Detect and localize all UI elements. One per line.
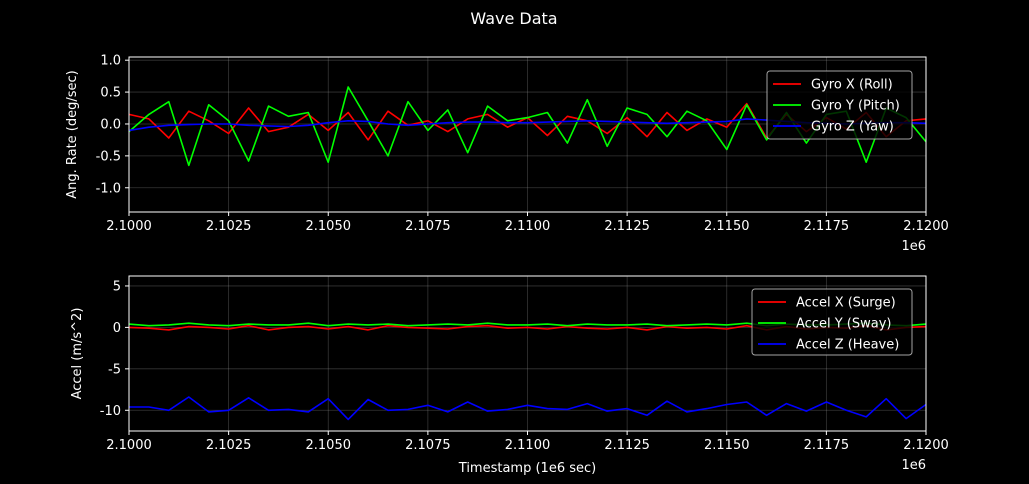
gyro-y-ticks: -1.0 -0.5 0.0 0.5 1.0 bbox=[96, 54, 129, 196]
x-tick-label: 2.1200 bbox=[903, 219, 949, 234]
x-tick-label: 2.1000 bbox=[106, 438, 152, 453]
legend-frame bbox=[766, 70, 913, 140]
series-line-2 bbox=[129, 396, 927, 421]
y-tick-label: -1.0 bbox=[96, 181, 121, 196]
x-tick-label: 2.1075 bbox=[405, 219, 451, 234]
x-tick-label: 2.1000 bbox=[106, 219, 152, 234]
x-tick-label: 2.1075 bbox=[405, 438, 451, 453]
x-tick-label: 2.1150 bbox=[704, 438, 750, 453]
accel-y-ticks: -10 -5 0 5 bbox=[100, 279, 129, 419]
x-tick-label: 2.1025 bbox=[206, 219, 252, 234]
accel-x-ticks: 2.1000 2.1025 2.1050 2.1075 2.1100 2.1125 2.11… bbox=[106, 431, 949, 453]
y-tick-label: -5 bbox=[108, 362, 121, 377]
accel-plot: 2.1000 2.1025 2.1050 2.1075 2.1100 2.1125 2.11… bbox=[70, 275, 949, 476]
legend-label: Gyro Y (Pitch) bbox=[811, 99, 900, 114]
x-tick-label: 2.1125 bbox=[604, 438, 650, 453]
legend-label: Accel Y (Sway) bbox=[796, 317, 891, 332]
gyro-x-ticks: 2.1000 2.1025 2.1050 2.1075 2.1100 2.1125 2.11… bbox=[106, 212, 949, 234]
gyro-y-axis-label: Ang. Rate (deg/sec) bbox=[65, 70, 80, 199]
y-tick-label: -0.5 bbox=[96, 149, 121, 164]
x-tick-label: 2.1175 bbox=[804, 219, 850, 234]
y-tick-label: 0.0 bbox=[100, 117, 121, 132]
gyro-x-offset-label: 1e6 bbox=[901, 239, 926, 254]
x-tick-label: 2.1050 bbox=[306, 219, 352, 234]
legend-label: Accel X (Surge) bbox=[796, 296, 896, 311]
gyro-legend: Gyro X (Roll) Gyro Y (Pitch) Gyro Z (Yaw) bbox=[766, 70, 913, 140]
legend-label: Gyro Z (Yaw) bbox=[811, 120, 894, 135]
gyro-plot: 2.1000 2.1025 2.1050 2.1075 2.1100 2.1125 2.11… bbox=[65, 54, 949, 254]
y-tick-label: 1.0 bbox=[100, 54, 121, 69]
y-tick-label: 0 bbox=[113, 321, 121, 336]
y-tick-label: -10 bbox=[100, 404, 121, 419]
legend-label: Gyro X (Roll) bbox=[811, 78, 893, 93]
accel-legend: Accel X (Surge) Accel Y (Sway) Accel Z (He… bbox=[751, 288, 913, 356]
accel-y-axis-label: Accel (m/s^2) bbox=[70, 308, 85, 400]
x-tick-label: 2.1100 bbox=[505, 219, 551, 234]
x-tick-label: 2.1150 bbox=[704, 219, 750, 234]
x-tick-label: 2.1050 bbox=[306, 438, 352, 453]
figure-title: Wave Data bbox=[470, 9, 557, 28]
x-tick-label: 2.1175 bbox=[804, 438, 850, 453]
accel-x-axis-label: Timestamp (1e6 sec) bbox=[458, 461, 596, 476]
x-tick-label: 2.1200 bbox=[903, 438, 949, 453]
legend-frame bbox=[751, 288, 913, 356]
legend-label: Accel Z (Heave) bbox=[796, 338, 899, 353]
y-tick-label: 0.5 bbox=[100, 86, 121, 101]
x-tick-label: 2.1125 bbox=[604, 219, 650, 234]
y-tick-label: 5 bbox=[113, 279, 121, 294]
x-tick-label: 2.1025 bbox=[206, 438, 252, 453]
x-tick-label: 2.1100 bbox=[505, 438, 551, 453]
accel-x-offset-label: 1e6 bbox=[901, 458, 926, 473]
